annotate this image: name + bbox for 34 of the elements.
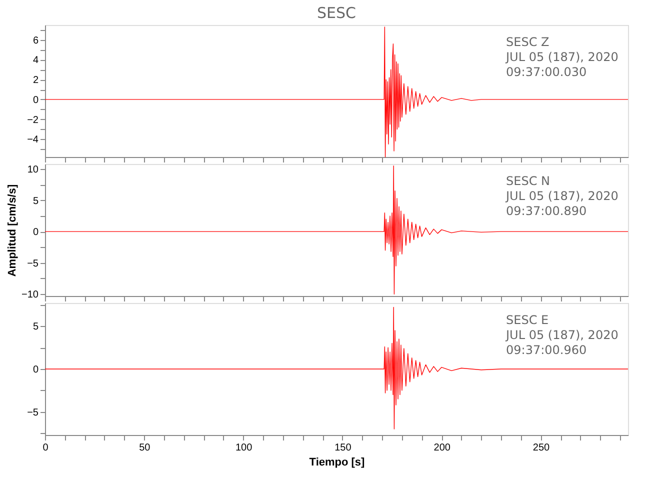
y-tick-label: 5 <box>32 322 39 333</box>
y-tick-label: 10 <box>27 164 39 176</box>
line-series <box>44 306 628 430</box>
chart-title: SESC <box>317 4 356 22</box>
annotation: 09:37:00.030 <box>506 65 587 79</box>
y-tick-label: −10 <box>22 290 39 301</box>
annotation: SESC N <box>506 174 550 188</box>
annotation: JUL 05 (187), 2020 <box>505 328 618 342</box>
y-tick-label: −4 <box>27 134 39 146</box>
y-tick-label: −5 <box>27 407 39 418</box>
annotation: 09:37:00.890 <box>506 204 587 218</box>
x-tick-label: 250 <box>532 442 550 454</box>
y-tick-label: 0 <box>32 94 39 106</box>
line-series <box>44 166 628 294</box>
y-axis-title: Amplitud [cm/s/s] <box>6 184 19 277</box>
annotation: SESC Z <box>506 35 550 49</box>
x-tick-label: 200 <box>434 442 451 454</box>
x-tick-label: 150 <box>334 442 352 454</box>
x-tick-label: 0 <box>42 442 49 454</box>
y-tick-label: 0 <box>32 227 39 238</box>
annotation: 09:37:00.960 <box>506 343 587 357</box>
x-tick-label: 50 <box>139 442 151 454</box>
y-tick-label: 5 <box>32 196 39 207</box>
y-tick-label: 2 <box>32 75 39 86</box>
y-tick-label: 0 <box>32 364 39 376</box>
annotation: SESC E <box>506 313 549 327</box>
annotation: JUL 05 (187), 2020 <box>505 189 618 203</box>
annotation: JUL 05 (187), 2020 <box>505 50 618 64</box>
y-tick-label: 4 <box>32 55 39 66</box>
y-tick-label: 6 <box>32 35 39 46</box>
y-tick-label: −2 <box>27 114 39 126</box>
x-tick-label: 100 <box>235 442 253 454</box>
x-axis-title: Tiempo [s] <box>309 456 366 468</box>
y-tick-label: −5 <box>27 258 39 270</box>
